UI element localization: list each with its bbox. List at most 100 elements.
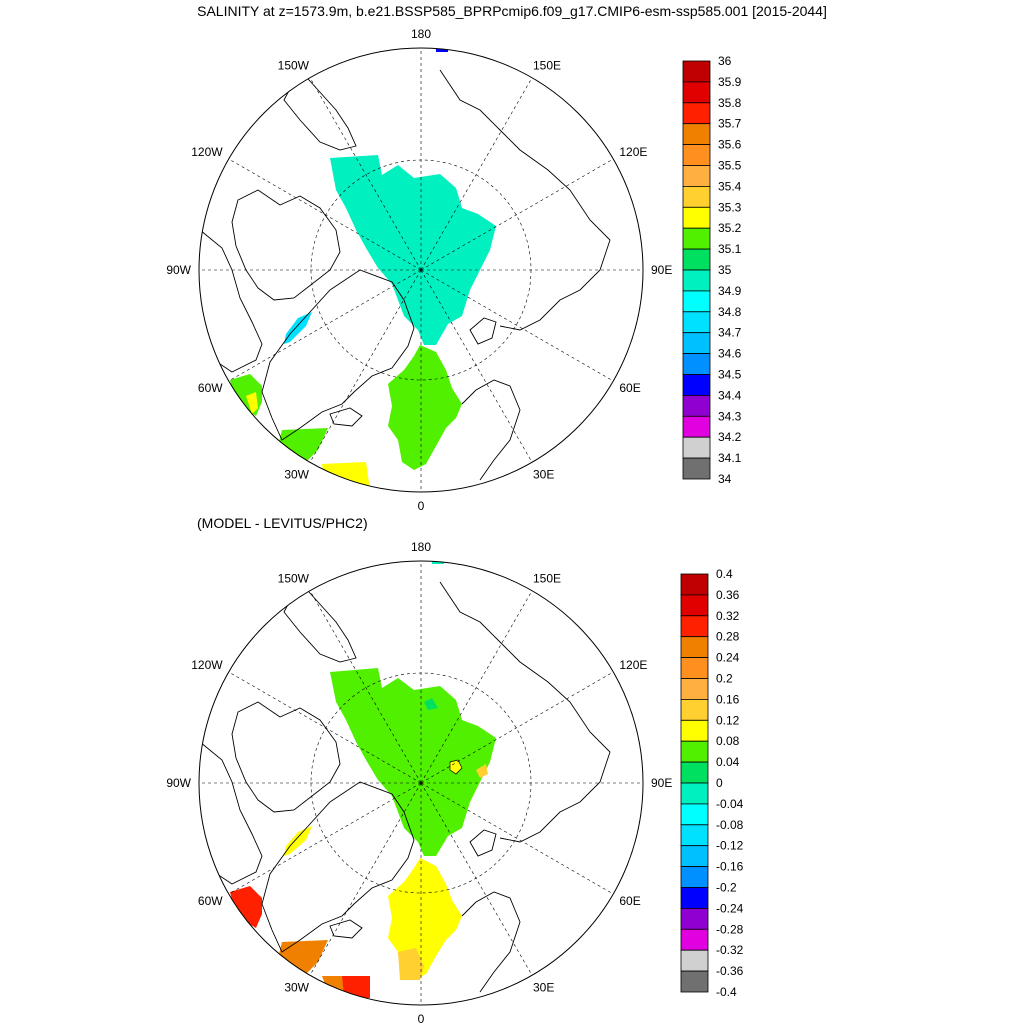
greenland-coast bbox=[261, 269, 415, 441]
meridian-line bbox=[309, 77, 422, 271]
colorbar-swatch bbox=[680, 949, 709, 972]
meridian-line bbox=[420, 158, 614, 271]
difference-field bbox=[230, 561, 496, 998]
colorbar-swatch bbox=[680, 887, 709, 909]
longitude-label: 30W bbox=[284, 467, 309, 481]
alaska-coast bbox=[283, 581, 357, 663]
irminger-sea-region bbox=[278, 428, 328, 462]
colorbar-swatch bbox=[680, 761, 709, 784]
colorbar-label: 35 bbox=[718, 263, 732, 277]
longitude-label: 0 bbox=[418, 499, 425, 513]
svalbard-coast bbox=[469, 829, 497, 857]
colorbar-swatch bbox=[682, 436, 711, 459]
labrador-sea-region bbox=[230, 374, 262, 416]
nordic-seas-diff bbox=[388, 858, 462, 980]
colorbar-label: 35.1 bbox=[718, 242, 742, 256]
colorbar-swatch bbox=[682, 60, 711, 83]
difference-colorbar: 0.4 0.36 0.32 0.28 0.24 0.2 0.16 0.12 0.08 0.04 0 -… bbox=[680, 567, 744, 999]
difference-subtitle: (MODEL - LEVITUS/PHC2) bbox=[197, 515, 368, 531]
colorbar-swatch bbox=[682, 394, 711, 417]
colorbar-swatch bbox=[680, 615, 709, 638]
colorbar-label: 34.4 bbox=[718, 388, 742, 402]
meridian-line bbox=[420, 269, 533, 463]
longitude-label: 120W bbox=[191, 145, 223, 159]
canadian-archipelago-coast bbox=[231, 189, 341, 301]
colorbar-swatch bbox=[682, 81, 711, 104]
baffin-bay-diff bbox=[284, 826, 312, 856]
longitude-label: 60W bbox=[198, 894, 223, 908]
colorbar-swatch bbox=[682, 332, 711, 355]
canadian-archipelago-coast bbox=[231, 701, 341, 813]
colorbar-swatch bbox=[680, 803, 709, 826]
arctic-basin-region bbox=[330, 155, 496, 345]
colorbar-swatch bbox=[682, 248, 711, 271]
longitude-label: 60E bbox=[619, 381, 640, 395]
colorbar-label: 0.32 bbox=[716, 609, 740, 623]
longitude-label: 180 bbox=[411, 27, 431, 41]
longitude-label: 90W bbox=[166, 776, 191, 790]
colorbar-label: 35.5 bbox=[718, 159, 742, 173]
map-boundary bbox=[198, 560, 644, 1006]
arctic-cyan-patch bbox=[424, 698, 438, 710]
nordic-seas-orange-patch bbox=[398, 948, 424, 980]
salinity-map: 180 150E 120E 90E 60E 30E 0 30W 60W 90W 120W 150W bbox=[166, 27, 672, 513]
iceland-coast bbox=[329, 919, 363, 939]
colorbar-swatch bbox=[680, 845, 709, 868]
meridian-line bbox=[228, 158, 422, 271]
longitude-label: 30E bbox=[533, 467, 554, 481]
longitude-label: 60W bbox=[198, 381, 223, 395]
colorbar-swatch bbox=[682, 165, 711, 187]
colorbar-label: -0.28 bbox=[716, 922, 744, 936]
salinity-field bbox=[230, 48, 496, 490]
greenland-coast bbox=[261, 781, 415, 953]
meridian-line bbox=[309, 269, 422, 463]
colorbar-label: 34.8 bbox=[718, 305, 742, 319]
map-boundary bbox=[198, 47, 644, 493]
colorbar-label: 34 bbox=[718, 472, 732, 486]
colorbar-swatch bbox=[680, 824, 709, 847]
svalbard-coast bbox=[469, 317, 497, 345]
colorbar-label: -0.32 bbox=[716, 943, 744, 957]
colorbar-label: 35.4 bbox=[718, 179, 742, 193]
meridian-line bbox=[420, 590, 533, 784]
colorbar-label: -0.4 bbox=[716, 985, 737, 999]
longitude-label: 150E bbox=[533, 572, 561, 586]
colorbar-swatch bbox=[680, 678, 709, 700]
longitude-label: 150W bbox=[278, 59, 310, 73]
colorbar-swatch bbox=[682, 123, 711, 145]
graticule bbox=[199, 48, 643, 492]
meridian-line bbox=[420, 782, 533, 976]
colorbar-swatch bbox=[680, 866, 709, 888]
arctic-edge-yellow bbox=[476, 764, 488, 778]
longitude-label: 30E bbox=[533, 980, 554, 994]
arctic-small-yellow bbox=[449, 759, 463, 775]
longitude-label: 90E bbox=[651, 776, 672, 790]
longitude-label: 120E bbox=[619, 658, 647, 672]
colorbar-swatch bbox=[680, 573, 709, 596]
meridian-line bbox=[228, 671, 422, 784]
north-atlantic-region bbox=[322, 462, 370, 490]
colorbar-label: 0.16 bbox=[716, 692, 740, 706]
colorbar-swatch bbox=[682, 102, 711, 125]
colorbar-label: 35.6 bbox=[718, 138, 742, 152]
colorbar-swatch bbox=[682, 290, 711, 313]
longitude-label: 60E bbox=[619, 894, 640, 908]
colorbar-label: -0.16 bbox=[716, 860, 744, 874]
colorbar-label: -0.12 bbox=[716, 839, 744, 853]
scandinavia-coast bbox=[461, 891, 521, 993]
colorbar-swatch bbox=[680, 782, 709, 805]
longitude-label: 150E bbox=[533, 59, 561, 73]
colorbar-swatch bbox=[682, 415, 711, 438]
longitude-label: 90E bbox=[651, 263, 672, 277]
colorbar-label: 0.4 bbox=[716, 567, 733, 581]
colorbar-label: -0.08 bbox=[716, 818, 744, 832]
colorbar-swatch bbox=[680, 970, 709, 993]
colorbar-label: 34.9 bbox=[718, 284, 742, 298]
graticule-diff bbox=[199, 561, 643, 1005]
longitude-label: 30W bbox=[284, 980, 309, 994]
scandinavia-coast bbox=[461, 379, 521, 481]
plot-title: SALINITY at z=1573.9m, b.e21.BSSP585_BPR… bbox=[197, 3, 827, 19]
colorbar-label: -0.24 bbox=[716, 901, 744, 915]
colorbar-swatch bbox=[680, 719, 709, 742]
